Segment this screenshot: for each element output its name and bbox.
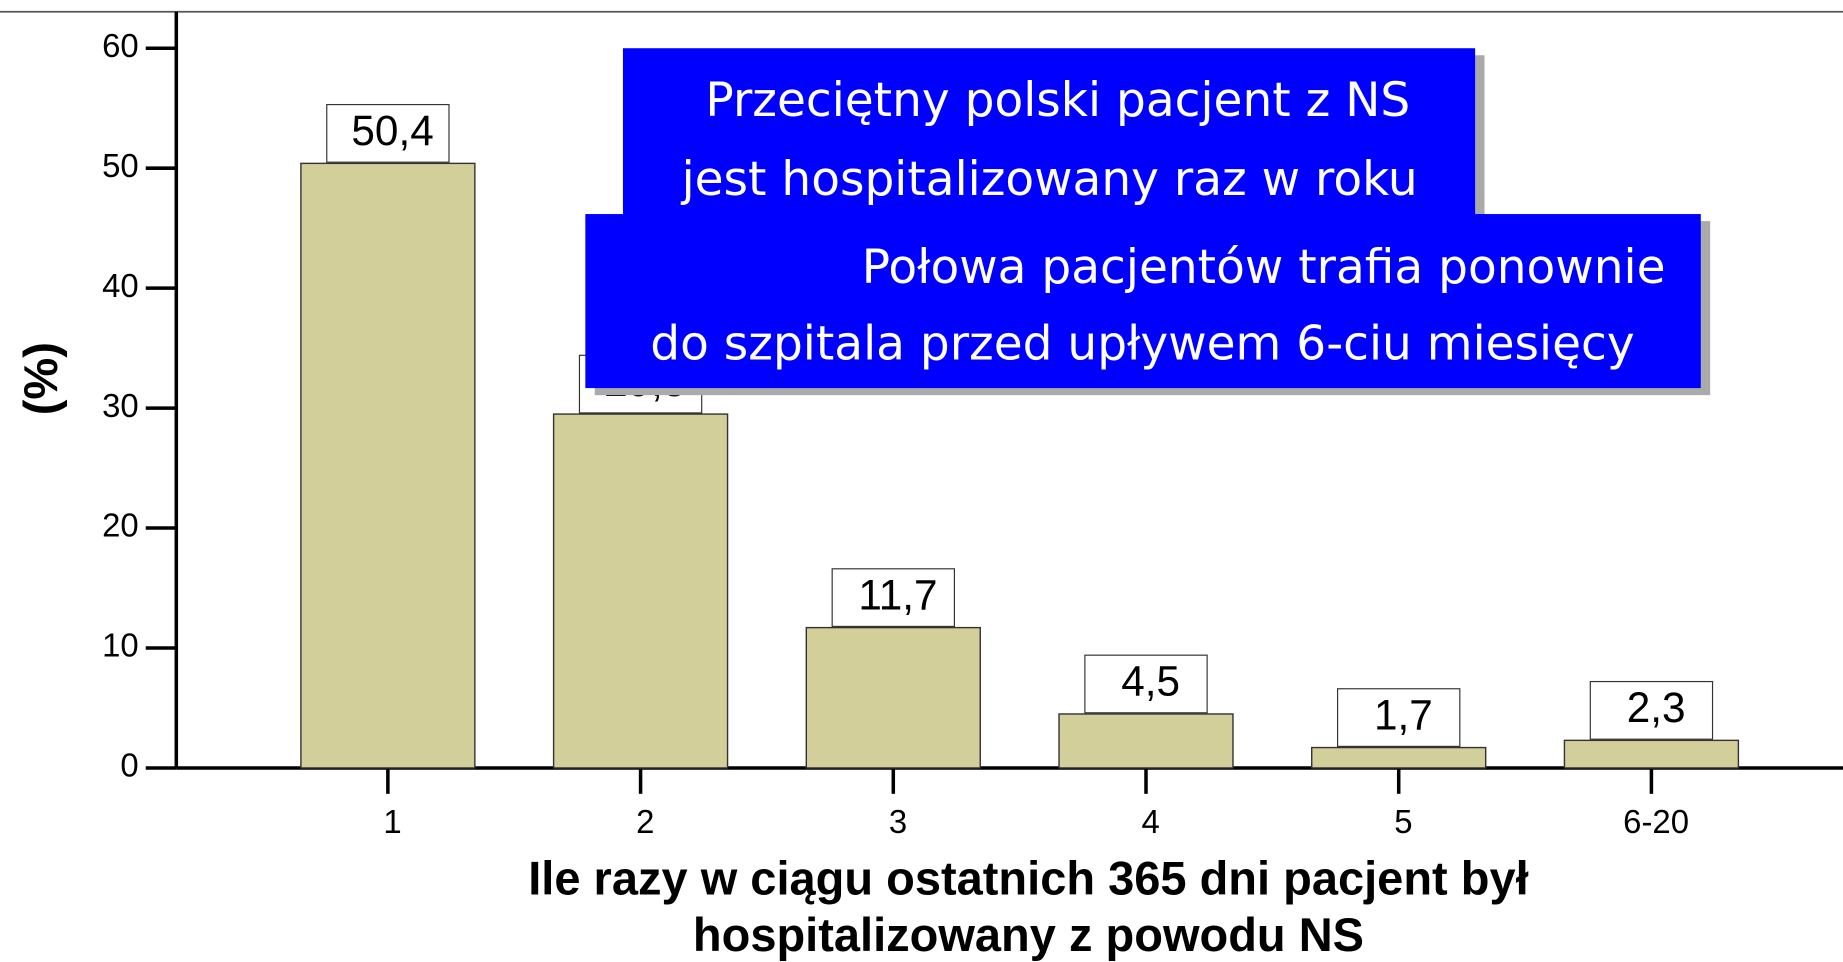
y-tick-label: 30 xyxy=(102,387,139,424)
annotation-box xyxy=(585,214,1701,389)
x-tick-label: 2 xyxy=(636,803,654,840)
bar xyxy=(300,162,476,769)
value-label: 50,4 xyxy=(351,107,433,154)
value-label: 4,5 xyxy=(1121,658,1180,705)
x-tick-label: 1 xyxy=(383,803,401,840)
x-tick-label: 4 xyxy=(1142,803,1160,840)
x-axis-title: Ile razy w ciągu ostatnich 365 dni pacje… xyxy=(528,851,1528,904)
x-axis-title: hospitalizowany z powodu NS xyxy=(693,908,1364,961)
y-tick-label: 60 xyxy=(102,27,139,64)
value-label: 2,3 xyxy=(1627,684,1686,731)
value-label-box xyxy=(1336,688,1461,747)
annotation-text: jest hospitalizowany raz w roku xyxy=(681,152,1418,207)
bar xyxy=(1563,739,1740,769)
annotation-box xyxy=(622,48,1476,220)
annotation-text: do szpitala przed upływem 6-ciu miesięcy xyxy=(650,316,1634,371)
bar xyxy=(552,413,729,769)
value-label: 1,7 xyxy=(1374,691,1433,738)
annotation-text: Połowa pacjentów trafia ponownie xyxy=(862,240,1666,295)
y-tick-label: 50 xyxy=(102,147,139,184)
value-label: 11,7 xyxy=(858,571,937,618)
value-label-box xyxy=(1589,680,1714,740)
bar xyxy=(805,626,981,769)
bar xyxy=(1311,746,1487,769)
x-tick-label: 3 xyxy=(889,803,907,840)
value-label-box xyxy=(1084,654,1208,714)
value-label-box xyxy=(326,103,450,163)
y-tick-label: 40 xyxy=(102,267,139,304)
x-tick-label: 6-20 xyxy=(1623,803,1689,840)
y-axis-title: (%) xyxy=(14,342,67,415)
value-label-box xyxy=(831,568,955,628)
bar xyxy=(1058,713,1234,769)
y-tick-label: 10 xyxy=(102,627,139,664)
y-tick-label: 20 xyxy=(102,507,139,544)
x-tick-label: 5 xyxy=(1394,803,1412,840)
annotation-text: Przeciętny polski pacjent z NS xyxy=(705,73,1410,128)
y-tick-label: 0 xyxy=(120,747,138,784)
